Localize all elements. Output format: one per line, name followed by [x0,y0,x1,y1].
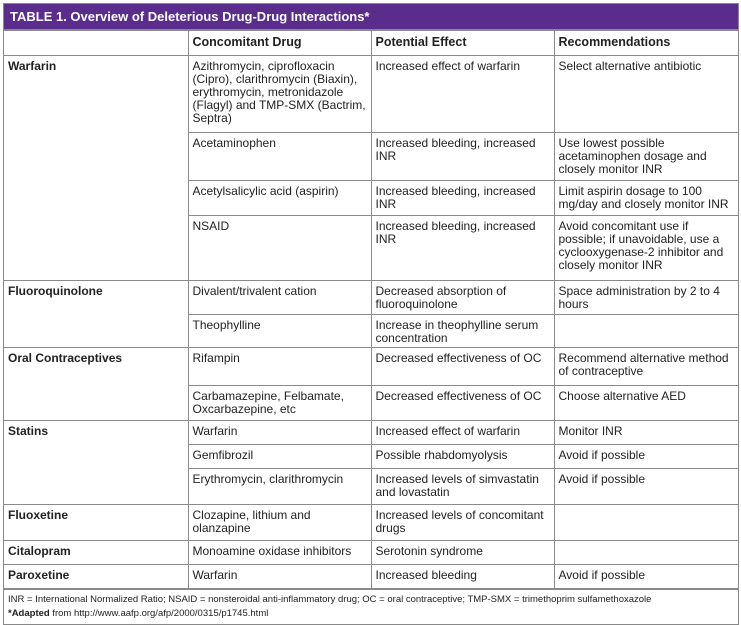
recommendation-cell [553,540,738,565]
recommendation-cell: Select alternative antibiotic [553,55,738,133]
recommendation-cell: Recommend alternative method of contrace… [553,347,738,386]
recommendation-cell: Space administration by 2 to 4 hours [553,280,738,315]
source-text: from http://www.aafp.org/afp/2000/0315/p… [49,608,269,619]
table-title: TABLE 1. Overview of Deleterious Drug-Dr… [4,4,738,30]
potential-effect-cell: Decreased effectiveness of OC [370,385,555,421]
table-footnote: INR = International Normalized Ratio; NS… [4,589,738,624]
potential-effect-cell: Increased effect of warfarin [370,55,555,133]
potential-effect-cell: Serotonin syndrome [370,540,555,565]
concomitant-drug-cell: Gemfibrozil [188,444,372,469]
table-row: Erythromycin, clarithromycin Increased le… [4,468,738,505]
table-row: Fluoroquinolone Divalent/trivalent cation… [4,280,738,348]
header-potential-effect: Potential Effect [370,30,555,56]
drug-interaction-table-panel: TABLE 1. Overview of Deleterious Drug-Dr… [3,3,739,625]
drug-name-cell: Fluoxetine [4,504,189,541]
concomitant-drug-cell: Clozapine, lithium and olanzapine [187,504,372,541]
recommendation-cell: Use lowest possible acetaminophen dosage… [553,132,738,181]
table-row: Gemfibrozil Possible rhabdomyolysis Avoid … [4,444,738,469]
table-row: Oral Contraceptives Rifampin Decreased eff… [4,347,738,421]
concomitant-drug-cell: Warfarin [187,564,372,589]
concomitant-drug-cell: Acetylsalicylic acid (aspirin) [188,180,372,216]
recommendation-cell: Monitor INR [553,420,738,445]
header-recommendations: Recommendations [553,30,738,56]
recommendation-cell: Avoid concomitant use if possible; if un… [553,215,738,281]
concomitant-drug-cell: Azithromycin, ciprofloxacin (Cipro), cla… [187,55,372,133]
interaction-table: Concomitant Drug Potential Effect Recomm… [4,30,738,589]
drug-name-cell: Warfarin [4,55,189,281]
header-row: Concomitant Drug Potential Effect Recomm… [4,30,738,56]
source-note: *Adapted from http://www.aafp.org/afp/20… [8,607,734,621]
recommendation-cell [553,504,738,541]
concomitant-drug-cell: Carbamazepine, Felbamate, Oxcarbazepine,… [188,385,372,421]
concomitant-drug-cell: Acetaminophen [188,132,372,181]
drug-name-cell: Citalopram [4,540,189,565]
recommendation-cell: Limit aspirin dosage to 100 mg/day and c… [553,180,738,216]
drug-name-cell: Fluoroquinolone [4,280,189,348]
recommendation-cell: Avoid if possible [553,468,738,505]
drug-name-cell: Oral Contraceptives [4,347,189,421]
concomitant-drug-cell: Rifampin [187,347,372,386]
table-row: Paroxetine Warfarin Increased bleeding Avoi… [4,564,738,589]
recommendation-cell [553,314,738,348]
potential-effect-cell: Possible rhabdomyolysis [370,444,555,469]
header-concomitant-drug: Concomitant Drug [187,30,372,56]
drug-name-cell: Statins [4,420,189,505]
potential-effect-cell: Increased levels of simvastatin and lova… [370,468,555,505]
table-row: NSAID Increased bleeding, increased INR Av… [4,215,738,281]
potential-effect-cell: Decreased effectiveness of OC [370,347,555,386]
potential-effect-cell: Increased bleeding, increased INR [370,215,555,281]
recommendation-cell: Choose alternative AED [553,385,738,421]
concomitant-drug-cell: Erythromycin, clarithromycin [188,468,372,505]
abbreviations-note: INR = International Normalized Ratio; NS… [8,594,652,605]
table-row: Carbamazepine, Felbamate, Oxcarbazepine,… [4,385,738,421]
concomitant-drug-cell: Monoamine oxidase inhibitors [187,540,372,565]
potential-effect-cell: Increase in theophylline serum concentra… [370,314,555,348]
potential-effect-cell: Decreased absorption of fluoroquinolone [370,280,555,315]
concomitant-drug-cell: Warfarin [187,420,372,445]
concomitant-drug-cell: NSAID [188,215,372,281]
recommendation-cell: Avoid if possible [553,444,738,469]
potential-effect-cell: Increased bleeding [370,564,555,589]
table-row: Theophylline Increase in theophylline ser… [4,314,738,348]
potential-effect-cell: Increased effect of warfarin [370,420,555,445]
table-row: Citalopram Monoamine oxidase inhibitors Se… [4,540,738,565]
table-row: Fluoxetine Clozapine, lithium and olanzap… [4,504,738,541]
drug-name-cell: Paroxetine [4,564,189,589]
potential-effect-cell: Increased bleeding, increased INR [370,180,555,216]
potential-effect-cell: Increased bleeding, increased INR [370,132,555,181]
concomitant-drug-cell: Theophylline [188,314,372,348]
table-row: Warfarin Azithromycin, ciprofloxacin (Cip… [4,55,738,281]
recommendation-cell: Avoid if possible [553,564,738,589]
concomitant-drug-cell: Divalent/trivalent cation [187,280,372,315]
adapted-label: *Adapted [8,608,50,619]
table-row: Statins Warfarin Increased effect of warfa… [4,420,738,505]
potential-effect-cell: Increased levels of concomitant drugs [370,504,555,541]
header-drug [4,30,189,56]
